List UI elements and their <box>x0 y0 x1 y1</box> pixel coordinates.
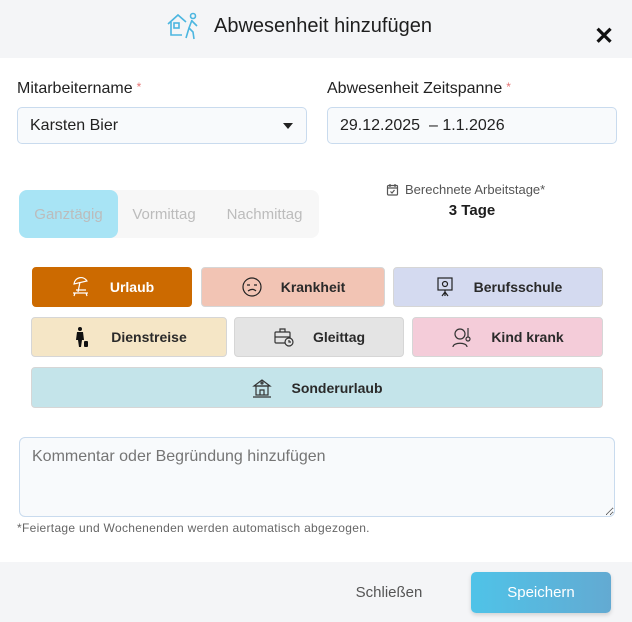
day-part-ganztaegig[interactable]: Ganztägig <box>19 190 118 238</box>
presentation-board-icon <box>437 277 453 297</box>
save-button[interactable]: Speichern <box>471 572 611 613</box>
building-icon <box>252 378 273 398</box>
period-value: 29.12.2025 – 1.1.2026 <box>340 116 505 134</box>
beach-umbrella-icon <box>72 276 88 297</box>
type-sonderurlaub-button[interactable]: Sonderurlaub <box>31 367 603 408</box>
day-part-toggle: Ganztägig Vormittag Nachmittag <box>19 190 319 238</box>
calendar-check-icon <box>386 184 399 196</box>
employee-label: Mitarbeitername * <box>17 80 142 97</box>
employee-select[interactable]: Karsten Bier <box>17 107 307 144</box>
dialog-title: Abwesenheit hinzufügen <box>214 15 432 37</box>
holiday-note: *Feiertage und Wochenenden werden automa… <box>17 521 370 535</box>
chevron-down-icon <box>283 123 293 129</box>
sick-face-icon <box>242 277 262 297</box>
period-input[interactable]: 29.12.2025 – 1.1.2026 <box>327 107 617 144</box>
workdays-label: Berechnete Arbeitstage* <box>386 182 545 197</box>
comment-textarea[interactable] <box>19 437 615 517</box>
type-krankheit-button[interactable]: Krankheit <box>201 267 385 307</box>
business-traveler-icon <box>76 327 89 347</box>
type-berufsschule-button[interactable]: Berufsschule <box>393 267 603 307</box>
type-dienstreise-button[interactable]: Dienstreise <box>31 317 227 357</box>
day-part-nachmittag[interactable]: Nachmittag <box>226 205 303 223</box>
day-part-vormittag[interactable]: Vormittag <box>132 205 196 223</box>
workdays-value: 3 Tage <box>448 202 496 219</box>
briefcase-clock-icon <box>274 328 294 347</box>
type-gleittag-button[interactable]: Gleittag <box>234 317 404 357</box>
period-label: Abwesenheit Zeitspanne * <box>327 80 511 97</box>
type-kind-krank-button[interactable]: Kind krank <box>412 317 603 357</box>
house-walking-person-icon <box>167 12 198 40</box>
type-urlaub-button[interactable]: Urlaub <box>32 267 192 307</box>
employee-value: Karsten Bier <box>30 116 119 134</box>
close-button[interactable]: Schließen <box>355 584 423 601</box>
dialog-header <box>0 0 632 58</box>
close-icon[interactable]: ✕ <box>594 23 615 50</box>
child-thermometer-icon <box>452 328 471 348</box>
